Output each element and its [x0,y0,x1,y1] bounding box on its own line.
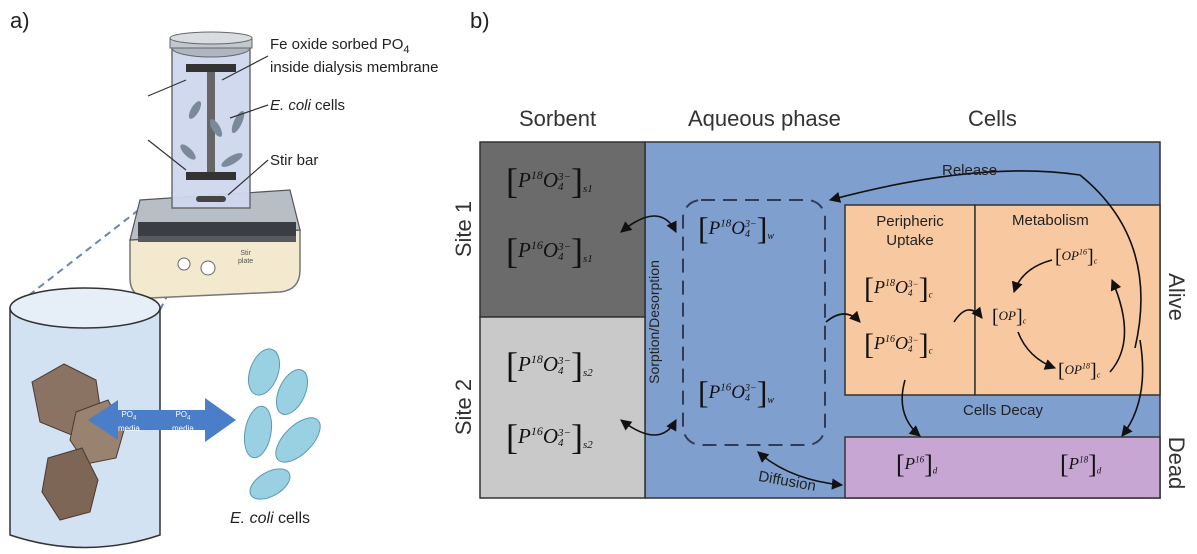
zoom-line-left [9,204,146,311]
dead-cells-box [844,436,1161,499]
label-cells-decay: Cells Decay [963,402,1044,419]
arrow-left-label: PO4 media [118,410,140,433]
formula-m-op16: [OP16]c [1055,246,1098,268]
label-sorption-desorption: Sorption/Desorption [646,260,662,384]
sorbent-site2-box [479,316,646,499]
header-cells: Cells [968,106,1017,131]
formula-s2-16: [P16O 3− 4]s2 [506,417,593,457]
peripheric-uptake-box [844,204,976,396]
stir-plate-text: Stir plate [238,250,254,265]
dialysis-membrane-outline [682,199,826,446]
formula-w-16: [P16O 3− 4]w [698,374,775,410]
cycle-arrow-1 [1011,259,1053,294]
header-sorbent: Sorbent [519,106,597,131]
callout-stir-bar: Stir bar [270,152,319,169]
panel-a-illustration [9,31,321,549]
metabolism-entry-arrow [953,306,983,323]
formula-s2-18: [P18O 3− 4]s2 [506,345,593,385]
cycle-arrow-3 [1109,278,1126,373]
sorption-arrow-site1 [620,215,677,234]
beaker-icon [147,31,253,209]
release-arrow [828,170,1142,349]
formula-d-16: [P16]d [896,450,938,479]
formula-w-18: [P18O 3− 4]w [698,210,775,246]
header-aqueous: Aqueous phase [688,106,841,131]
callout-cells: E. coli cells [270,97,346,114]
sorbent-site1-box [479,141,646,318]
formula-m-op: [OP]c [992,306,1027,328]
panel-a-label: a) [10,8,30,33]
formula-p-16: [P16O 3− 4]c [864,328,933,361]
decay-arrow-2 [1121,339,1144,437]
formula-p-18: [P18O 3− 4]c [864,272,933,305]
cycle-arrow-2 [1017,331,1057,370]
formula-s1-16: [P16O 3− 4]s1 [506,231,593,271]
formula-d-18: [P18]d [1060,450,1102,479]
panel-b-label: b) [470,8,490,33]
po4-exchange-arrows [88,398,236,442]
diffusion-arrow [757,451,844,490]
decay-arrow-1 [901,379,921,437]
label-release: Release [942,162,998,179]
label-metabolism: Metabolism [1012,212,1089,229]
ecoli-cells-icon [243,348,321,500]
arrow-right-label: PO4 media [172,410,194,433]
callout-membrane: Fe oxide sorbed PO4 inside dialysis memb… [270,36,439,76]
formula-m-op18: [OP18]c [1058,360,1101,382]
sorption-arrow-site2 [620,419,677,436]
label-peripheric-uptake: Peripheric Uptake [876,213,944,249]
uptake-arrow [825,310,861,323]
formula-s1-18: [P18O 3− 4]s1 [506,161,593,201]
bottom-ecoli-label: E. coli cells [230,510,311,527]
